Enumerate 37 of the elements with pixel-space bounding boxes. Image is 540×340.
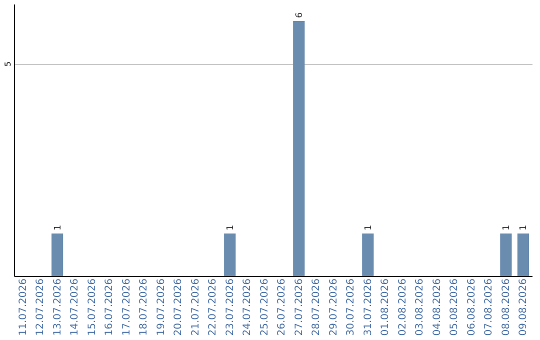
x-tick-label: 29.07.2026 <box>328 278 340 336</box>
x-tick-label: 04.08.2026 <box>432 278 443 336</box>
x-tick-label: 15.07.2026 <box>86 278 98 336</box>
x-tick-label: 28.07.2026 <box>311 278 322 336</box>
x-tick-label: 07.08.2026 <box>484 278 495 336</box>
x-tick-label: 20.07.2026 <box>173 278 184 336</box>
x-tick-label: 14.07.2026 <box>70 278 81 336</box>
x-tick-label: 03.08.2026 <box>414 278 426 336</box>
x-tick-label: 16.07.2026 <box>104 278 116 336</box>
x-tick-label: 17.07.2026 <box>121 278 132 336</box>
x-tick-label: 31.07.2026 <box>362 278 374 336</box>
x-tick-label: 27.07.2026 <box>294 278 305 336</box>
x-tick-label: 19.07.2026 <box>156 278 167 336</box>
data-label: 1 <box>519 224 530 230</box>
x-tick-label: 12.07.2026 <box>35 278 46 336</box>
x-tick-label: 30.07.2026 <box>346 278 357 336</box>
data-label: 1 <box>502 224 512 230</box>
x-tick-label: 24.07.2026 <box>242 278 254 336</box>
data-label: 1 <box>226 224 236 230</box>
y-tick-label: 5 <box>4 61 12 67</box>
x-tick-label: 01.08.2026 <box>380 278 392 336</box>
x-tick-label: 11.07.2026 <box>18 278 29 336</box>
x-tick-label: 05.08.2026 <box>449 278 460 336</box>
x-tick-label: 21.07.2026 <box>190 278 202 336</box>
x-tick-label: 02.08.2026 <box>397 278 408 336</box>
x-tick-label: 06.08.2026 <box>466 278 478 336</box>
data-label: 6 <box>294 12 305 18</box>
x-tick-label: 22.07.2026 <box>208 278 219 336</box>
x-tick-label: 25.07.2026 <box>259 278 270 336</box>
x-tick-label: 09.08.2026 <box>518 278 530 336</box>
x-tick-label: 13.07.2026 <box>52 278 64 336</box>
x-tick-label: 18.07.2026 <box>138 278 150 336</box>
x-tick-label: 26.07.2026 <box>276 278 288 336</box>
x-tick-label: 08.08.2026 <box>500 278 512 336</box>
x-tick-label: 23.07.2026 <box>224 278 236 336</box>
data-label: 1 <box>53 224 64 230</box>
data-label: 1 <box>364 224 374 230</box>
